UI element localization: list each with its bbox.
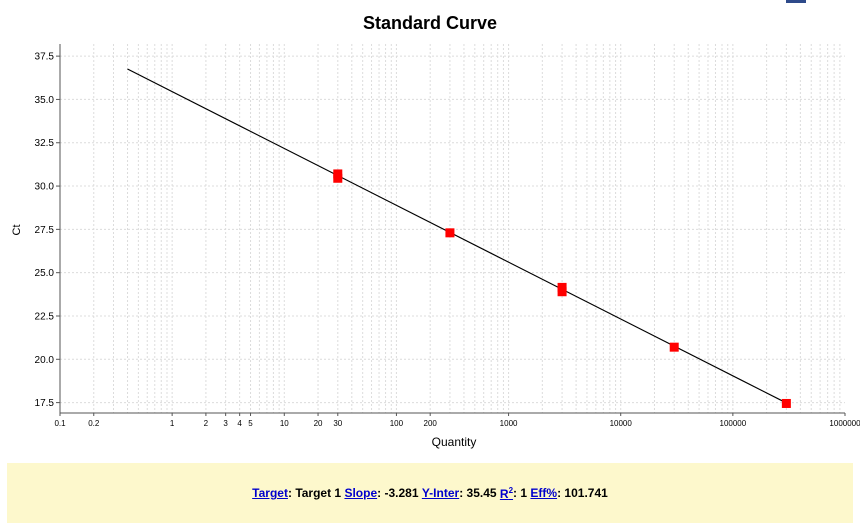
target-value: Target 1 [295, 486, 342, 500]
y-tick-label: 35.0 [35, 95, 55, 106]
x-tick-label: 10 [280, 419, 289, 428]
r2-superscript: 2 [508, 485, 514, 495]
corner-mark [786, 0, 806, 3]
target-separator: : [287, 486, 296, 500]
standard-curve-chart: 17.5 20.0 22.5 25.0 27.5 30.0 32.5 35.0 37.5 0.1 0… [11, 44, 860, 449]
r2-value: 1 [520, 486, 528, 500]
data-point [781, 398, 791, 408]
eff-link[interactable]: Eff% [530, 486, 558, 500]
data-point [333, 173, 343, 183]
r2-label: R [499, 486, 509, 501]
y-tick-label: 30.0 [35, 182, 55, 193]
y-axis-label: Ct [11, 225, 23, 236]
x-tick-label: 200 [424, 419, 438, 428]
x-tick-label: 1000 [500, 419, 518, 428]
chart-title: Standard Curve [362, 13, 498, 33]
x-tick-label: 0.2 [88, 419, 100, 428]
ticks: 17.5 20.0 22.5 25.0 27.5 30.0 32.5 35.0 37.5 0.1 0… [35, 52, 860, 428]
x-tick-label: 5 [248, 419, 253, 428]
yinter-value: 35.45 [466, 486, 497, 500]
eff-separator: : [557, 486, 565, 500]
x-tick-label: 0.1 [54, 419, 66, 428]
fit-line [127, 68, 787, 404]
x-axis-label: Quantity [432, 435, 477, 449]
data-point [669, 342, 679, 352]
y-tick-label: 27.5 [35, 225, 55, 236]
slope-link[interactable]: Slope [344, 486, 378, 500]
footer-stats: Target: Target 1 Slope: -3.281 Y-Inter: … [7, 463, 853, 523]
x-tick-label: 2 [204, 419, 209, 428]
y-tick-label: 17.5 [35, 398, 55, 409]
slope-value: -3.281 [384, 486, 419, 500]
y-tick-label: 25.0 [35, 268, 55, 279]
y-tick-label: 32.5 [35, 138, 55, 149]
x-tick-label: 30 [333, 419, 342, 428]
y-tick-label: 37.5 [35, 52, 55, 63]
x-tick-label: 4 [237, 419, 242, 428]
x-tick-label: 3 [223, 419, 228, 428]
yinter-separator: : [459, 486, 467, 500]
axes [59, 44, 845, 414]
slope-separator: : [377, 486, 385, 500]
x-tick-label: 1 [170, 419, 175, 428]
yinter-link[interactable]: Y-Inter [421, 486, 460, 500]
y-tick-label: 22.5 [35, 311, 55, 322]
x-tick-label: 1000000 [829, 419, 860, 428]
y-tick-label: 20.0 [35, 355, 55, 366]
r2-separator: : [513, 486, 521, 500]
r2-link[interactable]: R2 [500, 486, 513, 501]
data-point [445, 228, 455, 238]
target-link[interactable]: Target [252, 486, 288, 500]
x-tick-label: 100 [390, 419, 404, 428]
x-tick-label: 20 [314, 419, 323, 428]
series [127, 68, 791, 408]
x-tick-label: 100000 [720, 419, 747, 428]
data-point [557, 287, 567, 297]
x-tick-label: 10000 [610, 419, 633, 428]
eff-value: 101.741 [564, 486, 608, 500]
grid [59, 44, 845, 413]
